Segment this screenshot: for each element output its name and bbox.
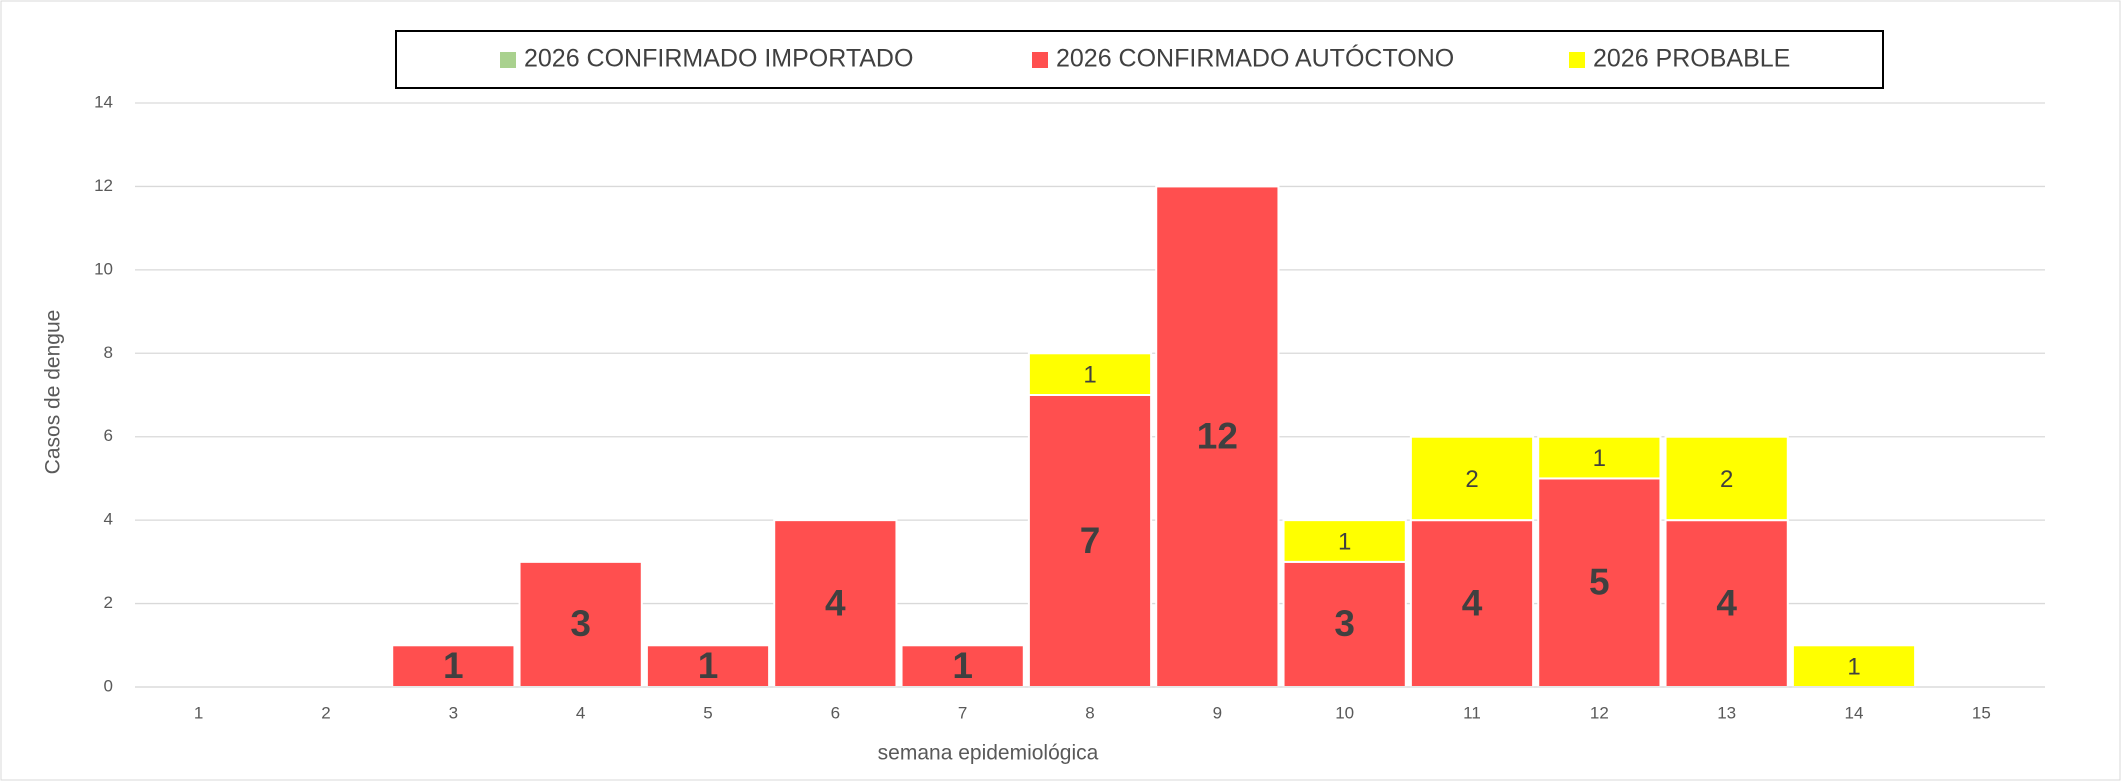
data-label: 7 <box>1080 520 1101 561</box>
data-label: 1 <box>1083 361 1096 388</box>
x-tick-label: 1 <box>194 703 203 722</box>
y-tick-label: 2 <box>104 593 113 612</box>
data-label: 2 <box>1465 466 1478 493</box>
x-tick-label: 11 <box>1463 703 1481 722</box>
x-tick-label: 7 <box>958 703 967 722</box>
data-label: 1 <box>443 645 464 686</box>
legend-box <box>395 30 1884 89</box>
bar-segment <box>1155 185 1280 689</box>
data-label: 1 <box>1847 653 1860 680</box>
bar-segment <box>900 644 1025 688</box>
legend-label: 2026 CONFIRMADO AUTÓCTONO <box>1056 44 1454 73</box>
bar-segment <box>391 644 516 688</box>
x-tick-label: 14 <box>1845 703 1864 722</box>
legend-swatch <box>1032 52 1048 68</box>
data-label: 4 <box>1716 582 1737 623</box>
bar-segment <box>773 519 898 689</box>
x-tick-label: 10 <box>1335 703 1354 722</box>
x-tick-label: 5 <box>703 703 712 722</box>
data-label: 3 <box>1334 603 1355 644</box>
y-axis-title: Casos de dengue <box>42 310 65 475</box>
x-tick-label: 15 <box>1972 703 1991 722</box>
y-tick-label: 4 <box>104 510 113 529</box>
y-tick-label: 0 <box>104 676 113 695</box>
data-label: 12 <box>1197 415 1238 456</box>
legend-swatch <box>1569 52 1585 68</box>
y-tick-label: 12 <box>94 176 113 195</box>
x-tick-label: 6 <box>831 703 840 722</box>
data-label: 1 <box>698 645 719 686</box>
x-tick-label: 9 <box>1213 703 1222 722</box>
data-label: 4 <box>825 582 846 623</box>
y-tick-label: 8 <box>104 343 113 362</box>
data-label: 1 <box>1338 528 1351 555</box>
legend-label: 2026 CONFIRMADO IMPORTADO <box>524 45 913 73</box>
bar-segment <box>1664 519 1789 689</box>
x-tick-label: 4 <box>576 703 585 722</box>
bar-segment <box>1664 435 1789 522</box>
data-label: 2 <box>1720 466 1733 493</box>
x-tick-label: 8 <box>1085 703 1094 722</box>
x-tick-label: 2 <box>321 703 330 722</box>
data-label: 5 <box>1589 561 1610 602</box>
bar-segment <box>1791 644 1917 688</box>
legend-label: 2026 PROBABLE <box>1593 45 1790 73</box>
bar-segment <box>1027 394 1153 688</box>
bar-segment <box>1282 560 1407 688</box>
bar-segment <box>1537 435 1662 480</box>
legend-swatch <box>500 52 516 68</box>
x-tick-label: 12 <box>1590 703 1609 722</box>
data-label: 3 <box>570 603 591 644</box>
data-label: 4 <box>1462 582 1483 623</box>
bar-segment <box>1027 352 1153 396</box>
x-axis-title: semana epidemiológica <box>878 742 1099 765</box>
bar-segment <box>1409 435 1535 522</box>
data-label: 1 <box>952 645 973 686</box>
data-label: 1 <box>1593 445 1606 472</box>
y-tick-label: 10 <box>94 259 113 278</box>
y-tick-label: 6 <box>104 426 113 445</box>
bar-segment <box>1282 519 1407 563</box>
x-tick-label: 13 <box>1717 703 1736 722</box>
y-tick-label: 14 <box>94 92 113 111</box>
bar-segment <box>518 560 643 688</box>
x-tick-label: 3 <box>449 703 458 722</box>
